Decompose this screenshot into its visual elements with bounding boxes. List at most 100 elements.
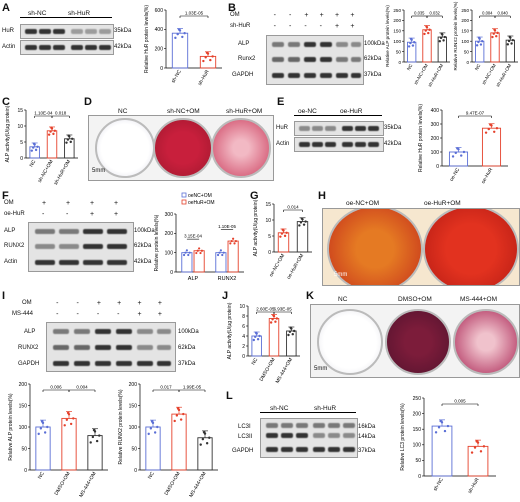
kda-label: 100kDa bbox=[134, 228, 155, 234]
data-point bbox=[188, 251, 191, 254]
y-tick-label: 10 bbox=[265, 218, 271, 224]
data-point bbox=[271, 318, 274, 321]
group-underline bbox=[260, 412, 356, 413]
y-axis-label: Relative LC3 protein levels(%) bbox=[400, 403, 406, 471]
data-point bbox=[46, 425, 49, 429]
x-tick-label: MS-444+OM bbox=[188, 471, 207, 499]
p-value: 0.004 bbox=[76, 385, 88, 390]
data-point bbox=[181, 35, 184, 39]
y-tick-label: 8 bbox=[242, 314, 245, 320]
data-point bbox=[479, 43, 483, 46]
chart-a: 0 200 400 600 Relative HuR protein levels(%)… bbox=[144, 5, 222, 87]
panel-label-c: C bbox=[2, 96, 10, 108]
data-point bbox=[32, 146, 35, 149]
data-point bbox=[187, 253, 190, 257]
data-point bbox=[182, 253, 186, 257]
chart-e: 0 100 200 300 400 Relative HuR protein levels… bbox=[418, 104, 508, 185]
y-axis-label: ALP activity(U/μg protein) bbox=[253, 199, 259, 256]
kda-label: 42kDa bbox=[134, 259, 152, 265]
bar bbox=[29, 146, 40, 159]
treatment-sign: - bbox=[289, 12, 292, 19]
p-value: 3.15E-04 bbox=[184, 234, 202, 239]
western-blot bbox=[20, 24, 114, 39]
data-point bbox=[150, 420, 154, 423]
staining-strip bbox=[322, 208, 520, 286]
y-tick-label: 300 bbox=[431, 122, 440, 128]
treatment-sign: + bbox=[319, 12, 324, 19]
data-point bbox=[95, 439, 99, 443]
data-point bbox=[412, 41, 416, 44]
x-tick-label: sh-HuR+OM bbox=[427, 63, 444, 88]
x-tick-label: oe-HuR bbox=[480, 167, 494, 185]
bar bbox=[199, 55, 217, 69]
data-point bbox=[487, 127, 490, 131]
p-value: 2.60E-05 bbox=[256, 307, 275, 312]
legend-swatch bbox=[181, 192, 187, 198]
data-point bbox=[254, 335, 257, 338]
y-tick-label: 50 bbox=[131, 446, 137, 452]
data-point bbox=[47, 133, 51, 136]
y-tick-label: 150 bbox=[19, 403, 28, 409]
kda-label: 16kDa bbox=[358, 424, 376, 430]
blot-row-label: Actin bbox=[4, 259, 18, 265]
data-point bbox=[174, 36, 177, 40]
p-value: 0.040 bbox=[498, 11, 509, 16]
scale-bar-label: 5mm bbox=[314, 366, 328, 372]
kda-label: 37kDa bbox=[358, 448, 376, 454]
panel-label-i: I bbox=[2, 290, 6, 302]
y-tick-label: 0 bbox=[268, 250, 271, 256]
blot-row-label: ALP bbox=[238, 41, 250, 47]
data-point bbox=[89, 441, 92, 444]
x-tick-label: sh-HuR+OM bbox=[53, 159, 72, 186]
western-blot bbox=[260, 418, 358, 458]
group-label: sh-NC bbox=[28, 10, 47, 17]
panel-label-j: J bbox=[222, 290, 229, 302]
y-tick-label: 0 bbox=[436, 164, 439, 170]
blot-row-label: HuR bbox=[276, 125, 289, 131]
panel-label-e: E bbox=[277, 96, 285, 108]
p-value: 1.10E-04 bbox=[34, 111, 53, 116]
data-point bbox=[30, 149, 34, 152]
y-tick-label: 100 bbox=[393, 39, 401, 44]
p-value: 0.005 bbox=[454, 399, 466, 404]
x-tick-label: sh-NC bbox=[432, 477, 444, 493]
data-point bbox=[205, 51, 209, 54]
x-tick-label: oe-HuR+OM bbox=[286, 253, 305, 280]
treatment-sign: - bbox=[273, 12, 276, 19]
data-point bbox=[153, 431, 157, 434]
data-point bbox=[423, 32, 426, 36]
data-point bbox=[304, 220, 307, 223]
data-point bbox=[434, 431, 438, 434]
data-point bbox=[440, 32, 443, 35]
y-axis-label: ALP activity(U/μg protein) bbox=[227, 302, 233, 359]
x-tick-label: oe-NC bbox=[449, 167, 462, 183]
y-axis-label: Relative ALP protein levels(%) bbox=[385, 5, 390, 67]
y-tick-label: 0 bbox=[418, 474, 421, 480]
data-point bbox=[495, 35, 498, 38]
y-tick-label: 5 bbox=[268, 234, 271, 240]
data-point bbox=[72, 417, 75, 420]
data-point bbox=[287, 333, 290, 337]
y-tick-label: 400 bbox=[431, 108, 440, 114]
data-point bbox=[92, 428, 96, 432]
group-label: sh-NC bbox=[270, 405, 289, 412]
data-point bbox=[63, 424, 66, 427]
treatment-sign: + bbox=[304, 12, 309, 19]
y-tick-label: 10 bbox=[239, 304, 245, 310]
group-label: oe-NC bbox=[298, 108, 317, 115]
blot-row-label: RUNX2 bbox=[4, 243, 25, 249]
data-point bbox=[66, 138, 70, 141]
culture-dish bbox=[453, 309, 519, 375]
culture-dish bbox=[327, 209, 423, 285]
data-point bbox=[425, 25, 428, 28]
y-axis-label: Relative RUNX2 protein levels(%) bbox=[453, 1, 458, 70]
p-value: 1.99E-05 bbox=[183, 385, 202, 390]
treatment-sign: + bbox=[114, 211, 119, 218]
data-point bbox=[201, 437, 205, 441]
blot-row-label: Actin bbox=[2, 44, 16, 50]
staining-strip bbox=[88, 115, 274, 181]
y-tick-label: 300 bbox=[165, 212, 174, 218]
kda-label: 42kDa bbox=[114, 44, 132, 50]
x-tick-label: NC bbox=[29, 159, 38, 169]
